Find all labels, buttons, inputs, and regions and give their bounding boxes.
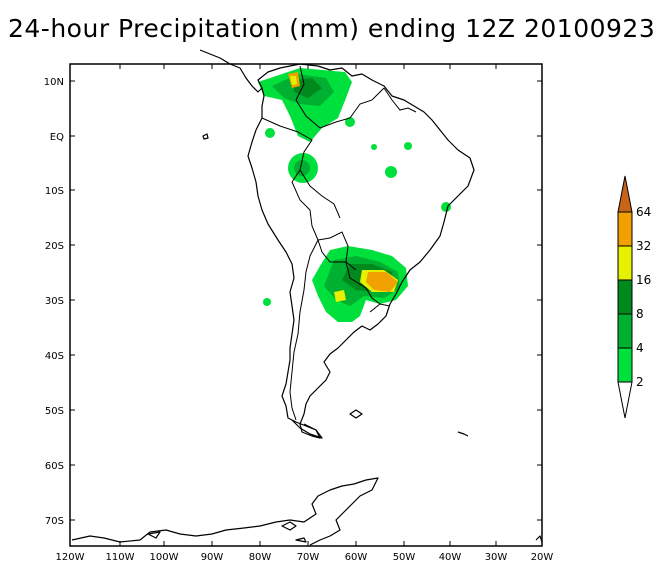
border-venezuela-brazil bbox=[319, 87, 385, 129]
lon-label: 30W bbox=[485, 552, 508, 563]
map-title: 24-hour Precipitation (mm) ending 12Z 20… bbox=[8, 14, 656, 43]
precip-patch-north-2 bbox=[404, 142, 412, 150]
coast-antarctica bbox=[71, 477, 379, 546]
border-bolivia-paraguay bbox=[317, 239, 357, 271]
coast-falklands bbox=[349, 409, 363, 419]
precip-area-north-yellow bbox=[290, 76, 297, 85]
precip-patch-central bbox=[385, 166, 397, 178]
coast-south-georgia bbox=[457, 431, 469, 437]
legend-swatch bbox=[617, 245, 633, 281]
lon-label: 40W bbox=[439, 552, 462, 563]
legend-top-triangle bbox=[617, 175, 633, 213]
precip-area-south-core bbox=[366, 272, 398, 292]
lat-label: 60S bbox=[45, 461, 64, 472]
precip-patch-east bbox=[441, 202, 451, 212]
lat-label: 10S bbox=[45, 186, 64, 197]
lon-label: 120W bbox=[56, 552, 85, 563]
lon-label: 20W bbox=[531, 552, 554, 563]
lat-label: 10N bbox=[44, 77, 64, 88]
axis-ticks bbox=[69, 64, 543, 546]
lon-label: 80W bbox=[249, 552, 272, 563]
precip-patch-amazon-west-core bbox=[294, 160, 310, 176]
border-colombia-venezuela bbox=[295, 65, 321, 129]
legend-label: 32 bbox=[636, 239, 651, 253]
lon-label: 90W bbox=[201, 552, 224, 563]
precip-shading bbox=[258, 68, 451, 322]
legend-bottom-triangle bbox=[617, 381, 633, 419]
precip-patch-ecuador bbox=[265, 128, 275, 138]
lat-label: 20S bbox=[45, 241, 64, 252]
lat-label: 30S bbox=[45, 296, 64, 307]
lon-label: 50W bbox=[393, 552, 416, 563]
lat-label: 70S bbox=[45, 516, 64, 527]
legend-label: 64 bbox=[636, 205, 651, 219]
border-bolivia-brazil bbox=[317, 231, 349, 263]
country-borders bbox=[261, 65, 417, 421]
lat-label: 40S bbox=[45, 351, 64, 362]
lon-label: 110W bbox=[106, 552, 135, 563]
border-uruguay bbox=[369, 303, 391, 313]
legend-label: 4 bbox=[636, 341, 644, 355]
coast-tierra-del-fuego bbox=[291, 419, 323, 439]
precip-patch-chile bbox=[263, 298, 271, 306]
legend-swatch bbox=[617, 211, 633, 247]
border-peru-brazil bbox=[299, 169, 341, 219]
legend-label: 16 bbox=[636, 273, 651, 287]
color-legend: 2 4 8 16 32 64 bbox=[617, 175, 651, 419]
legend-swatch bbox=[617, 347, 633, 383]
precip-patch-north-1 bbox=[345, 117, 355, 127]
legend-label: 8 bbox=[636, 307, 644, 321]
map-frame bbox=[69, 63, 543, 547]
border-paraguay-argentina bbox=[345, 261, 381, 305]
coast-antarctica-east bbox=[535, 535, 543, 543]
legend-swatch bbox=[617, 313, 633, 349]
precip-patch-north-3 bbox=[371, 144, 377, 150]
lat-label: 50S bbox=[45, 406, 64, 417]
legend-label: 2 bbox=[636, 375, 644, 389]
coast-galapagos bbox=[202, 133, 209, 140]
coastlines bbox=[71, 49, 543, 546]
coast-south-america bbox=[247, 63, 475, 439]
border-argentina-chile bbox=[289, 239, 319, 421]
lon-label: 70W bbox=[297, 552, 320, 563]
coast-antarctic-islands bbox=[147, 521, 307, 543]
lat-label: EQ bbox=[50, 132, 64, 143]
legend-swatch bbox=[617, 279, 633, 315]
lon-label: 60W bbox=[345, 552, 368, 563]
border-guianas bbox=[383, 87, 417, 113]
longitude-labels: 120W 110W 100W 90W 80W 70W 60W 50W 40W 30W 20W bbox=[56, 552, 554, 563]
precip-area-south-west-yellow bbox=[334, 290, 346, 302]
latitude-labels: 10N EQ 10S 20S 30S 40S 50S 60S 70S bbox=[44, 77, 64, 527]
lon-label: 100W bbox=[150, 552, 179, 563]
border-peru-bolivia bbox=[291, 181, 319, 241]
coast-central-america bbox=[199, 49, 281, 93]
